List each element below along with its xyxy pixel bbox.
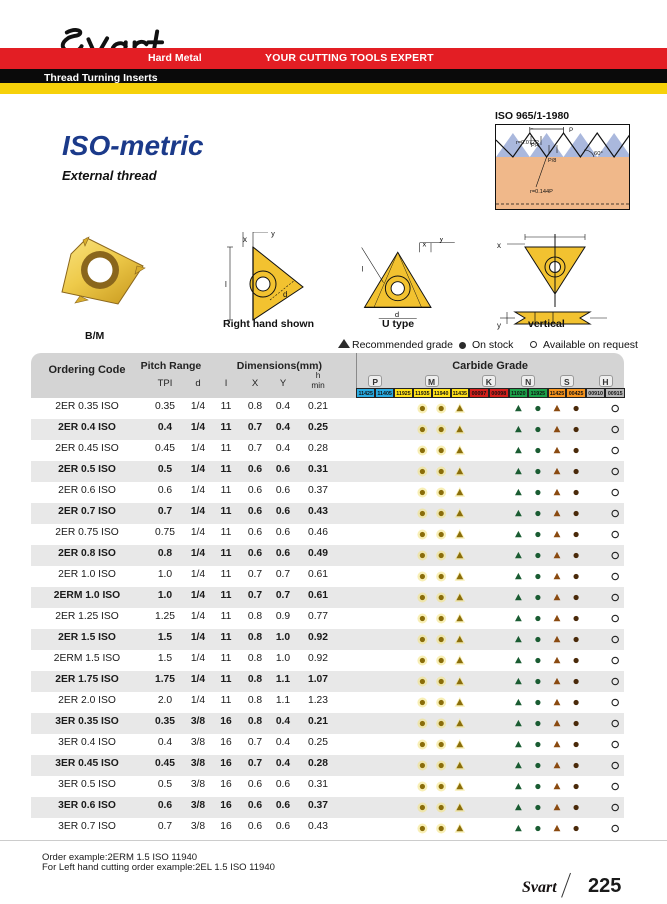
svg-text:x: x — [422, 240, 426, 249]
svg-text:y: y — [440, 238, 444, 243]
svg-text:l: l — [362, 264, 364, 273]
svg-text:l: l — [552, 232, 554, 233]
svg-text:d: d — [283, 290, 287, 299]
svg-text:60°: 60° — [594, 151, 603, 157]
svg-text:P/4: P/4 — [531, 143, 539, 149]
svg-text:y: y — [271, 232, 275, 238]
svg-text:P/8: P/8 — [548, 158, 556, 164]
svg-text:r=0.144P: r=0.144P — [530, 189, 553, 195]
svg-text:x: x — [497, 241, 501, 250]
svg-text:x: x — [243, 235, 247, 244]
svg-text:l: l — [225, 280, 227, 289]
svg-text:y: y — [497, 321, 501, 330]
svg-text:P: P — [569, 127, 573, 134]
